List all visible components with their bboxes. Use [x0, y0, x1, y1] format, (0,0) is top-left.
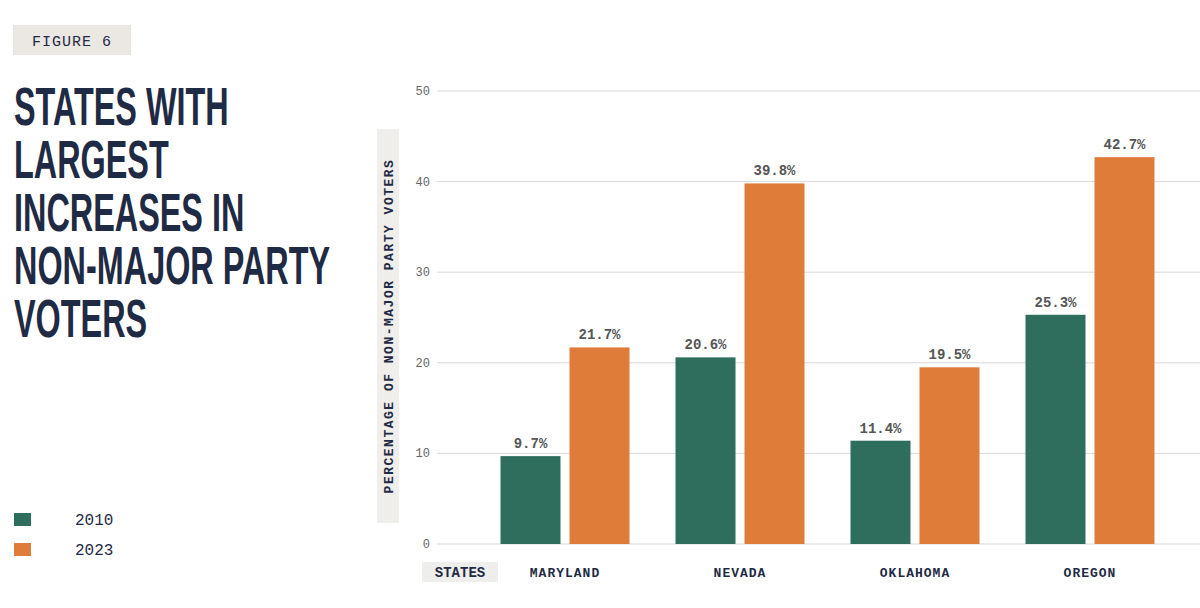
title-line: NON-MAJOR PARTY	[14, 235, 330, 294]
data-labels: 9.7% 21.7% 20.6% 39.8% 11.4% 19.5% 25.3% 42.7%	[514, 137, 1146, 452]
legend-swatch	[14, 513, 31, 526]
x-tick-label: OREGON	[1064, 566, 1117, 581]
title-line: INCREASES IN	[14, 182, 244, 241]
x-tick-label: OKLAHOMA	[880, 566, 950, 581]
data-label: 19.5%	[928, 347, 971, 363]
data-label: 11.4%	[859, 421, 902, 437]
data-label: 20.6%	[684, 337, 727, 353]
y-label-group: PERCENTAGE OF NON-MAJOR PARTY VOTERS	[377, 129, 399, 523]
bar	[570, 347, 630, 544]
y-label-box	[377, 129, 399, 523]
figure-tag-box	[13, 25, 131, 55]
bar	[745, 183, 805, 544]
bar	[851, 441, 911, 544]
data-label: 42.7%	[1103, 137, 1146, 153]
grid-line	[437, 272, 1200, 273]
grid-line	[437, 181, 1200, 182]
legend-label: 2010	[75, 512, 113, 530]
x-tick-label: MARYLAND	[530, 566, 600, 581]
bars	[501, 157, 1155, 544]
figure-tag: FIGURE 6	[32, 34, 112, 51]
data-label: 9.7%	[514, 436, 548, 452]
title-line: LARGEST	[14, 129, 169, 188]
grid-line	[437, 91, 1200, 92]
title: STATES WITHLARGESTINCREASES INNON-MAJOR …	[14, 76, 330, 347]
y-tick-label: 20	[416, 357, 430, 371]
bar	[676, 357, 736, 544]
bar	[920, 367, 980, 544]
legend-swatch	[14, 543, 31, 556]
y-tick-label: 40	[416, 176, 430, 190]
x-axis-label: STATES	[435, 565, 485, 581]
x-label-box	[422, 562, 498, 582]
y-axis-label: PERCENTAGE OF NON-MAJOR PARTY VOTERS	[382, 159, 397, 494]
y-tick-label: 0	[423, 538, 430, 552]
y-tick-label: 50	[416, 85, 430, 99]
bar	[1026, 315, 1086, 544]
data-label: 21.7%	[578, 327, 621, 343]
title-line: STATES WITH	[14, 76, 229, 135]
grid-line	[437, 362, 1200, 363]
title-group: STATES WITHLARGESTINCREASES INNON-MAJOR …	[14, 76, 330, 347]
y-tick-label: 10	[416, 447, 430, 461]
y-tick-label: 30	[416, 266, 430, 280]
legend-label: 2023	[75, 542, 113, 560]
title-line: VOTERS	[14, 288, 147, 347]
chart-root: FIGURE 6 STATES WITHLARGESTINCREASES INNO…	[0, 0, 1200, 608]
chart-svg: FIGURE 6 STATES WITHLARGESTINCREASES INNO…	[0, 0, 1200, 608]
x-tick-label: NEVADA	[714, 566, 767, 581]
data-label: 39.8%	[753, 163, 796, 179]
bar	[501, 456, 561, 544]
bar	[1095, 157, 1155, 544]
grid-line	[437, 453, 1200, 454]
data-label: 25.3%	[1034, 295, 1077, 311]
